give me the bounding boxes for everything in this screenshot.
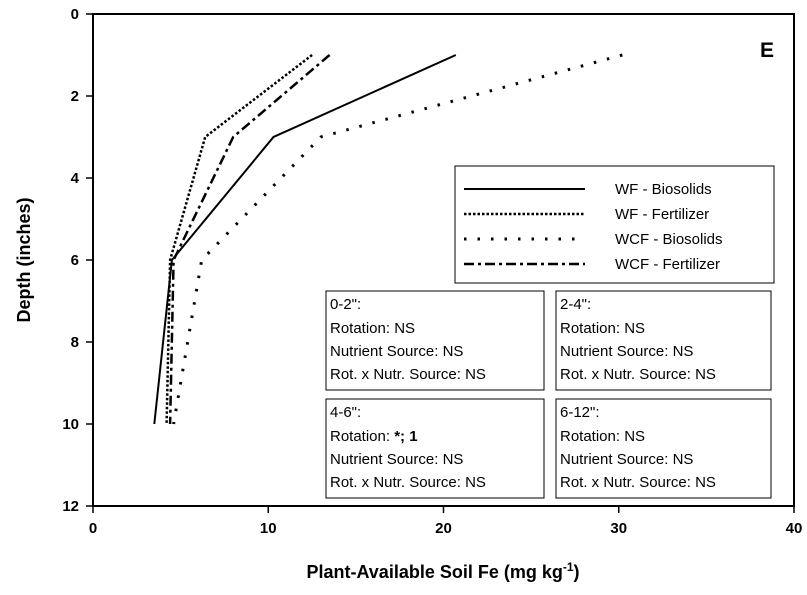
stat-line-label: Nutrient Source:	[330, 343, 443, 360]
stat-box-line: Rot. x Nutr. Source: NS	[560, 366, 716, 383]
stat-box-line: Nutrient Source: NS	[560, 343, 693, 360]
ticks-layer: 0 10 20 30 40 0 2 4 6 8 10 12	[62, 6, 802, 537]
stat-line-label: Rot. x Nutr. Source:	[330, 474, 465, 491]
stat-line-value: NS	[673, 451, 694, 468]
stat-box-line: Rot. x Nutr. Source: NS	[560, 474, 716, 491]
stat-box-line: Nutrient Source: NS	[560, 451, 693, 468]
stat-box-frame	[325, 398, 545, 499]
y-tick-label: 0	[71, 6, 79, 23]
stat-box-line: Rotation: NS	[560, 320, 645, 337]
stat-line-label: Rot. x Nutr. Source:	[560, 474, 695, 491]
stat-line-label: Nutrient Source:	[560, 451, 673, 468]
stat-box-line: Nutrient Source: NS	[330, 451, 463, 468]
stat-box-frame	[555, 398, 772, 499]
x-axis-title: Plant-Available Soil Fe (mg kg-1)	[306, 560, 579, 582]
stat-box-header: 2-4":	[560, 296, 591, 313]
series-line-0	[153, 54, 457, 425]
x-tick-label: 30	[610, 520, 627, 537]
stat-line-value: NS	[624, 320, 645, 337]
y-tick-label: 4	[71, 170, 80, 187]
x-tick-label: 0	[89, 520, 97, 537]
stat-line-label: Rotation:	[560, 320, 624, 337]
x-tick-label: 20	[435, 520, 452, 537]
stat-box-line: Rotation: *; 1	[330, 428, 418, 445]
stat-line-label: Rot. x Nutr. Source:	[330, 366, 465, 383]
stat-line-value: NS	[695, 474, 716, 491]
x-axis-title-main: Plant-Available Soil Fe (mg kg	[306, 562, 562, 582]
y-tick-label: 8	[71, 334, 79, 351]
stat-line-label: Rotation:	[330, 320, 394, 337]
stat-box-line: Rotation: NS	[560, 428, 645, 445]
series-layer	[153, 53, 623, 425]
stat-line-label: Nutrient Source:	[330, 451, 443, 468]
y-tick-label: 10	[62, 416, 79, 433]
x-tick-label: 10	[260, 520, 277, 537]
stat-box-line: Rot. x Nutr. Source: NS	[330, 474, 486, 491]
stat-line-value: NS	[695, 366, 716, 383]
legend-entry-label: WF - Biosolids	[615, 181, 712, 198]
series-line-3	[168, 54, 331, 425]
stat-box-line: Rotation: NS	[330, 320, 415, 337]
y-axis-title: Depth (inches)	[14, 197, 34, 322]
legend-entry-label: WCF - Biosolids	[615, 231, 723, 248]
legend-entry-label: WF - Fertilizer	[615, 206, 709, 223]
stat-line-value: *; 1	[394, 428, 417, 445]
stat-box-line: Rot. x Nutr. Source: NS	[330, 366, 486, 383]
stat-line-value: NS	[465, 474, 486, 491]
y-tick-label: 2	[71, 88, 79, 105]
stat-box-header: 6-12":	[560, 404, 600, 421]
stat-line-label: Rot. x Nutr. Source:	[560, 366, 695, 383]
stat-line-value: NS	[673, 343, 694, 360]
stat-line-label: Nutrient Source:	[560, 343, 673, 360]
legend: WF - Biosolids WF - Fertilizer WCF - Bioso…	[454, 165, 775, 284]
stat-box-header: 4-6":	[330, 404, 361, 421]
stat-box-frame	[325, 290, 545, 391]
stat-line-label: Rotation:	[330, 428, 394, 445]
stat-box-line: Nutrient Source: NS	[330, 343, 463, 360]
x-axis-title-superscript: -1	[563, 560, 574, 574]
stat-line-value: NS	[465, 366, 486, 383]
series-line-1	[165, 54, 313, 425]
y-tick-label: 6	[71, 252, 79, 269]
plot-area-frame	[92, 13, 795, 507]
stat-line-value: NS	[443, 451, 464, 468]
stat-line-label: Rotation:	[560, 428, 624, 445]
stat-line-value: NS	[624, 428, 645, 445]
y-tick-label: 12	[62, 498, 79, 515]
legend-entry-label: WCF - Fertilizer	[615, 256, 720, 273]
panel-label: E	[760, 39, 774, 62]
x-axis-title-close: )	[574, 562, 580, 582]
stat-line-value: NS	[443, 343, 464, 360]
stat-box-frame	[555, 290, 772, 391]
stat-box-header: 0-2":	[330, 296, 361, 313]
stat-line-value: NS	[394, 320, 415, 337]
x-tick-label: 40	[786, 520, 803, 537]
